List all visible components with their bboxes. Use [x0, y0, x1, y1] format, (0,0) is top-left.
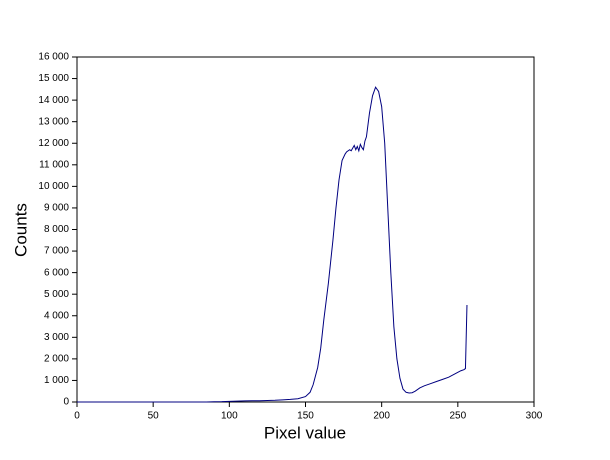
- y-tick-label: 14 000: [38, 95, 69, 106]
- y-tick-label: 15 000: [38, 73, 69, 84]
- y-tick-label: 4 000: [44, 310, 69, 321]
- y-tick-label: 0: [63, 397, 69, 408]
- y-tick-label: 2 000: [44, 354, 69, 365]
- x-tick-label: 250: [449, 411, 466, 422]
- y-tick-label: 12 000: [38, 138, 69, 149]
- data-line: [77, 86, 468, 403]
- y-tick-label: 16 000: [38, 52, 69, 63]
- y-axis-label: Counts: [11, 203, 30, 257]
- x-axis-label: Pixel value: [264, 423, 346, 442]
- y-tick-label: 7 000: [44, 246, 69, 257]
- x-tick-label: 0: [74, 411, 80, 422]
- y-tick-label: 5 000: [44, 289, 69, 300]
- x-tick-label: 100: [221, 411, 238, 422]
- y-tick-label: 8 000: [44, 224, 69, 235]
- y-tick-label: 1 000: [44, 375, 69, 386]
- y-tick-label: 11 000: [39, 159, 69, 170]
- y-tick-label: 10 000: [38, 181, 69, 192]
- y-tick-label: 9 000: [44, 203, 69, 214]
- x-tick-label: 200: [373, 411, 390, 422]
- y-tick-label: 6 000: [44, 267, 69, 278]
- y-tick-label: 3 000: [44, 332, 69, 343]
- x-tick-label: 150: [297, 411, 314, 422]
- y-tick-label: 13 000: [38, 116, 69, 127]
- x-tick-label: 50: [148, 411, 160, 422]
- x-tick-label: 300: [526, 411, 543, 422]
